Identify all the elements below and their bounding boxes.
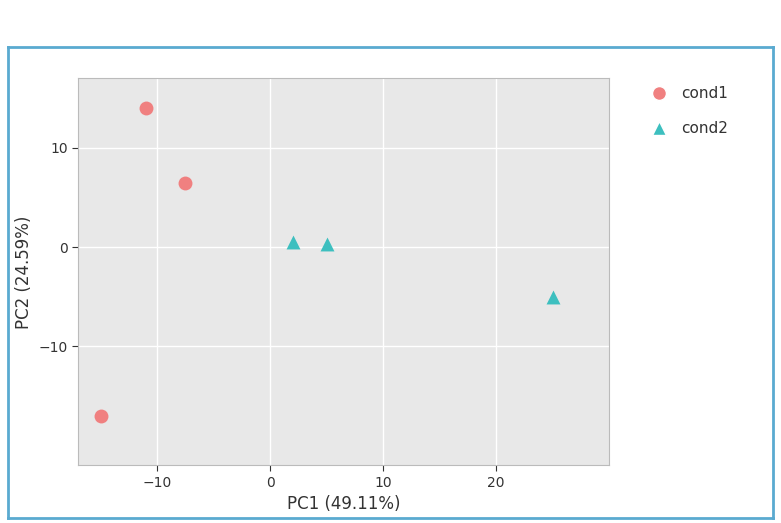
Point [320,240,333,248]
Y-axis label: PC2 (24.59%): PC2 (24.59%) [15,215,33,328]
Point [140,104,152,112]
X-axis label: PC1 (49.11%): PC1 (49.11%) [287,495,401,514]
Point [179,178,191,187]
Point [95,412,107,420]
Text: −: − [755,18,769,36]
Text: PCA Plot: PCA Plot [10,16,111,36]
Legend: cond1, cond2: cond1, cond2 [644,86,729,136]
Point [287,238,299,246]
Point [547,292,559,301]
